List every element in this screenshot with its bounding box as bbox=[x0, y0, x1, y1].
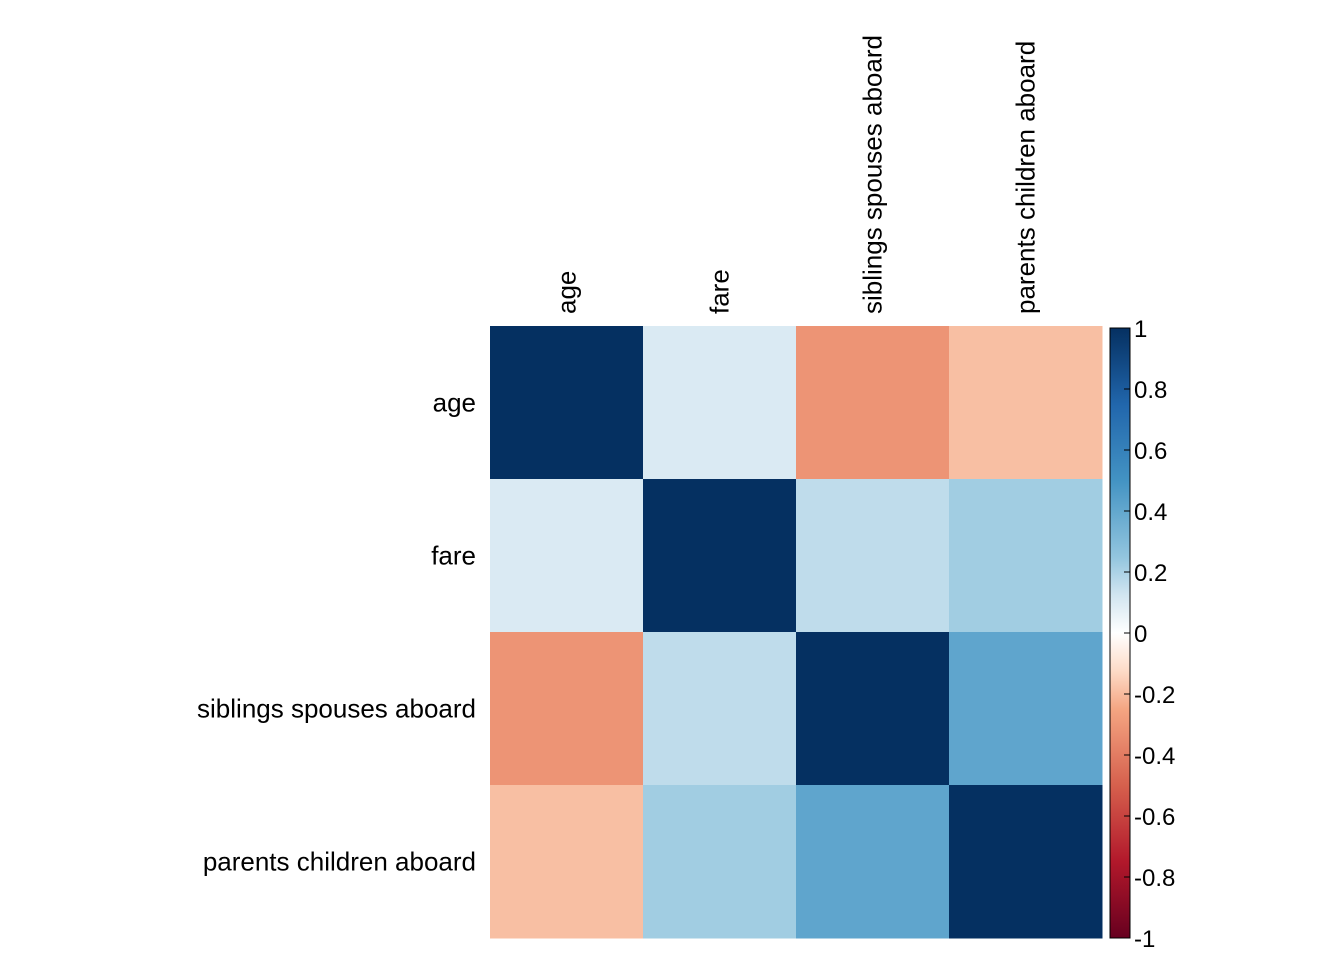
heatmap-cell-age-age bbox=[490, 326, 644, 480]
heatmap-cell-age-parents-children-aboard bbox=[949, 326, 1103, 480]
color-legend-tick-label: 0.6 bbox=[1134, 438, 1167, 465]
column-label-age: age bbox=[552, 271, 582, 314]
color-legend-tick-label: -1 bbox=[1134, 926, 1155, 953]
heatmap-cell-parents-children-aboard-fare bbox=[643, 785, 797, 939]
heatmap-cell-age-fare bbox=[643, 326, 797, 480]
column-label-siblings-spouses-aboard: siblings spouses aboard bbox=[858, 35, 888, 314]
color-legend-ticks: 1 0.8 0.6 0.4 0.2 0 -0.2 -0.4 -0.6 -0.8 -1 bbox=[1124, 316, 1175, 953]
row-label-fare: fare bbox=[431, 541, 476, 571]
heatmap-cell-parents-children-aboard-parents-children-aboard bbox=[949, 785, 1103, 939]
color-legend-tick-label: 0.2 bbox=[1134, 560, 1167, 587]
color-legend-tick-label: 1 bbox=[1134, 316, 1147, 343]
row-labels: age fare siblings spouses aboard parents ch… bbox=[197, 388, 476, 877]
row-label-siblings-spouses-aboard: siblings spouses aboard bbox=[197, 694, 476, 724]
column-label-parents-children-aboard: parents children aboard bbox=[1011, 41, 1041, 314]
heatmap-cell-siblings-spouses-aboard-age bbox=[490, 632, 644, 786]
heatmap-cell-parents-children-aboard-age bbox=[490, 785, 644, 939]
column-label-fare: fare bbox=[705, 269, 735, 314]
color-legend-tick-label: 0 bbox=[1134, 621, 1147, 648]
color-legend-tick-label: -0.4 bbox=[1134, 743, 1175, 770]
heatmap-cells bbox=[490, 326, 1103, 939]
heatmap-cell-fare-fare bbox=[643, 479, 797, 633]
heatmap-cell-fare-age bbox=[490, 479, 644, 633]
color-legend-tick-label: -0.8 bbox=[1134, 865, 1175, 892]
color-legend-tick-label: -0.6 bbox=[1134, 804, 1175, 831]
color-legend: 1 0.8 0.6 0.4 0.2 0 -0.2 -0.4 -0.6 -0.8 -1 bbox=[1110, 316, 1175, 953]
heatmap-cell-parents-children-aboard-siblings-spouses-aboard bbox=[796, 785, 950, 939]
row-label-parents-children-aboard: parents children aboard bbox=[203, 847, 476, 877]
heatmap-cell-siblings-spouses-aboard-parents-children-aboard bbox=[949, 632, 1103, 786]
color-legend-tick-label: 0.8 bbox=[1134, 377, 1167, 404]
color-legend-tick-label: -0.2 bbox=[1134, 682, 1175, 709]
row-label-age: age bbox=[433, 388, 476, 418]
color-legend-tick-label: 0.4 bbox=[1134, 499, 1167, 526]
heatmap-cell-siblings-spouses-aboard-fare bbox=[643, 632, 797, 786]
heatmap-cell-fare-siblings-spouses-aboard bbox=[796, 479, 950, 633]
heatmap-cell-fare-parents-children-aboard bbox=[949, 479, 1103, 633]
heatmap-cell-age-siblings-spouses-aboard bbox=[796, 326, 950, 480]
heatmap-cell-siblings-spouses-aboard-siblings-spouses-aboard bbox=[796, 632, 950, 786]
column-labels: age fare siblings spouses aboard parents ch… bbox=[552, 35, 1041, 314]
